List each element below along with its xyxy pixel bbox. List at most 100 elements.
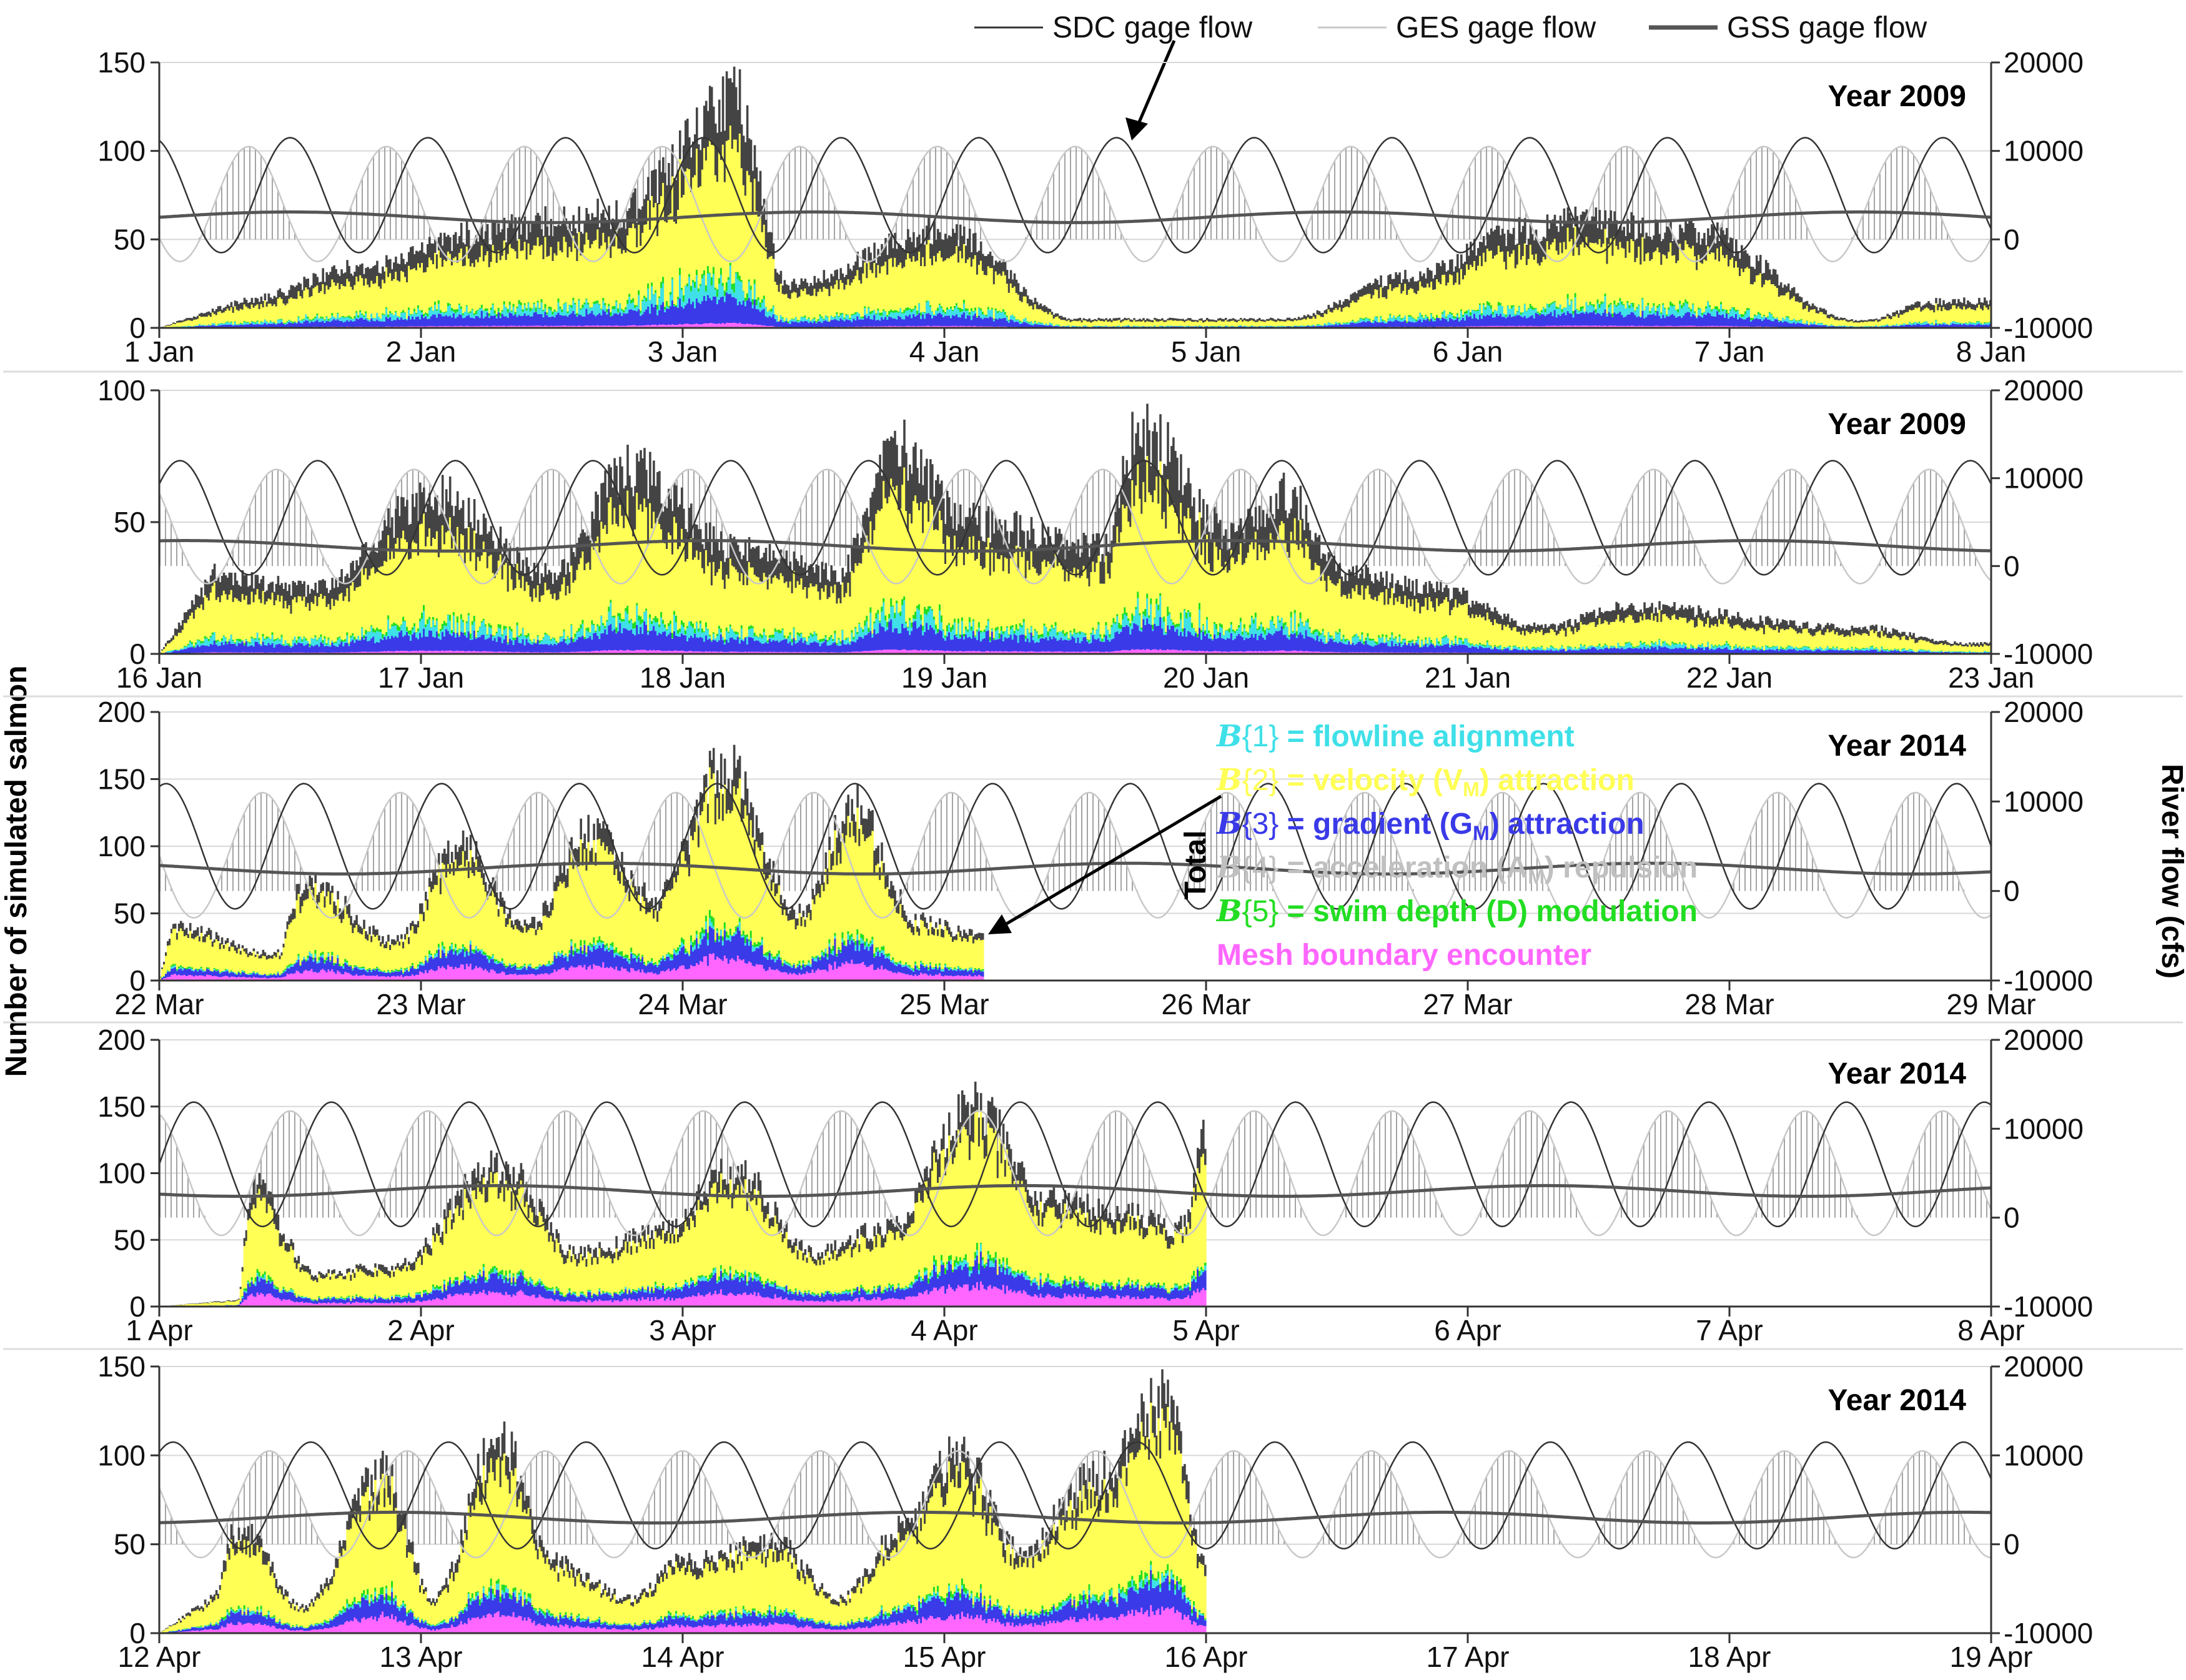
bar-flowline-1-283: [688, 277, 691, 299]
bar-velocity-1-391: [890, 258, 893, 310]
bar-total-1-545: [1178, 319, 1180, 321]
bar-gradient-1-248: [623, 313, 625, 326]
bar-mesh-1-263: [651, 325, 653, 328]
bar-total-1-372: [854, 261, 857, 276]
bar-total-1-631: [1338, 300, 1342, 308]
bar-gradient-1-672: [1415, 322, 1418, 327]
bar-swimdepth-1-319: [755, 299, 758, 305]
bar-total-1-246: [619, 228, 621, 249]
bar-gradient-1-326: [768, 315, 771, 326]
bar-total-1-387: [883, 249, 885, 266]
bar-total-1-368: [847, 264, 849, 280]
bar-velocity-1-443: [987, 266, 990, 307]
bar-total-1-688: [1445, 271, 1448, 286]
bar-flowline-1-136: [413, 311, 416, 320]
bar-swimdepth-1-747: [1555, 307, 1558, 309]
bar-flowline-1-278: [679, 275, 681, 299]
bar-total-1-436: [974, 232, 977, 255]
bar-flowline-1-600: [1280, 326, 1283, 327]
bar-total-1-396: [899, 245, 902, 263]
bar-swimdepth-1-398: [903, 310, 906, 313]
bar-velocity-1-346: [806, 294, 809, 320]
bar-total-1-282: [686, 119, 689, 169]
flow-hatch-1: [159, 146, 1991, 240]
y-axis-label-right: River flow (cfs): [2155, 764, 2186, 979]
bar-total-1-640: [1355, 293, 1358, 303]
bar-flowline-1-649: [1372, 320, 1375, 324]
bar-total-1-36: [226, 304, 229, 309]
bar-gradient-1-303: [725, 292, 728, 323]
bar-gradient-1-183: [501, 314, 504, 326]
bar-gradient-1-161: [460, 315, 463, 326]
bar-velocity-1-541: [1170, 320, 1173, 326]
bar-velocity-1-756: [1572, 255, 1575, 311]
bar-velocity-1-21: [198, 316, 201, 324]
bar-total-1-338: [791, 281, 794, 294]
bar-flowline-1-226: [581, 308, 584, 317]
bar-flowline-1-364: [839, 315, 842, 319]
bar-total-1-179: [493, 221, 497, 252]
bar-mesh-1-217: [565, 325, 568, 328]
bar-mesh-1-158: [454, 325, 457, 328]
bar-mesh-1-325: [766, 325, 769, 328]
bar-flowline-1-441: [983, 314, 986, 318]
bar-flowline-1-623: [1323, 323, 1327, 325]
bar-gradient-1-399: [905, 315, 908, 327]
bar-velocity-1-657: [1387, 289, 1390, 319]
bar-swimdepth-1-293: [706, 265, 710, 274]
bar-total-1-656: [1385, 286, 1388, 299]
bar-velocity-1-169: [475, 259, 478, 311]
bar-total-1-25: [205, 312, 209, 317]
bar-flowline-1-731: [1525, 311, 1528, 319]
bar-gradient-1-472: [1041, 325, 1044, 328]
bar-swimdepth-1-663: [1398, 314, 1401, 317]
bar-velocity-1-539: [1167, 320, 1169, 325]
bar-velocity-1-354: [821, 292, 824, 317]
bar-gradient-1-171: [478, 318, 482, 327]
bar-swimdepth-1-265: [655, 290, 657, 293]
bar-velocity-1-451: [1002, 271, 1005, 309]
bar-total-1-679: [1428, 270, 1431, 288]
bar-swimdepth-1-359: [830, 315, 833, 316]
bar-flowline-1-369: [849, 319, 851, 320]
bar-gradient-1-431: [964, 319, 967, 327]
bar-gradient-1-24: [204, 326, 207, 328]
bar-total-1-58: [267, 293, 270, 304]
bar-swimdepth-1-148: [435, 309, 438, 311]
bar-velocity-1-245: [617, 249, 620, 309]
bar-gradient-1-358: [828, 322, 831, 327]
bar-total-1-53: [258, 302, 261, 309]
bar-gradient-1-311: [740, 304, 743, 324]
bar-flowline-1-664: [1400, 319, 1403, 322]
bar-velocity-1-339: [793, 292, 796, 319]
bar-swimdepth-1-570: [1224, 325, 1227, 326]
bar-total-1-736: [1535, 229, 1538, 254]
bar-gradient-1-193: [520, 315, 523, 326]
bar-mesh-1-780: [1617, 325, 1620, 328]
bar-total-1-752: [1565, 222, 1568, 250]
bar-velocity-1-85: [318, 293, 320, 319]
bar-velocity-1-350: [813, 289, 816, 318]
bar-flowline-1-745: [1551, 303, 1555, 317]
bar-flowline-1-266: [656, 309, 659, 315]
bar-gradient-1-129: [400, 317, 403, 327]
bar-gradient-1-285: [692, 302, 695, 325]
bar-swimdepth-1-764: [1587, 305, 1590, 306]
bar-swimdepth-1-211: [553, 309, 556, 312]
bar-gradient-1-620: [1318, 326, 1321, 328]
bar-swimdepth-1-377: [864, 306, 866, 308]
bar-total-1-187: [508, 222, 512, 244]
bar-velocity-1-471: [1039, 309, 1042, 323]
bar-velocity-1-348: [809, 295, 813, 321]
bar-flowline-1-274: [671, 279, 674, 301]
bar-flowline-1-337: [789, 320, 792, 324]
bar-total-1-713: [1491, 231, 1495, 259]
bar-mesh-1-202: [537, 325, 540, 328]
bar-total-1-611: [1301, 317, 1304, 320]
bar-total-1-157: [452, 234, 455, 259]
bar-flowline-1-402: [911, 312, 913, 319]
bar-flowline-1-598: [1277, 325, 1280, 327]
bar-gradient-1-357: [826, 322, 829, 327]
bar-total-1-704: [1475, 255, 1478, 270]
bar-flowline-1-110: [365, 313, 367, 319]
